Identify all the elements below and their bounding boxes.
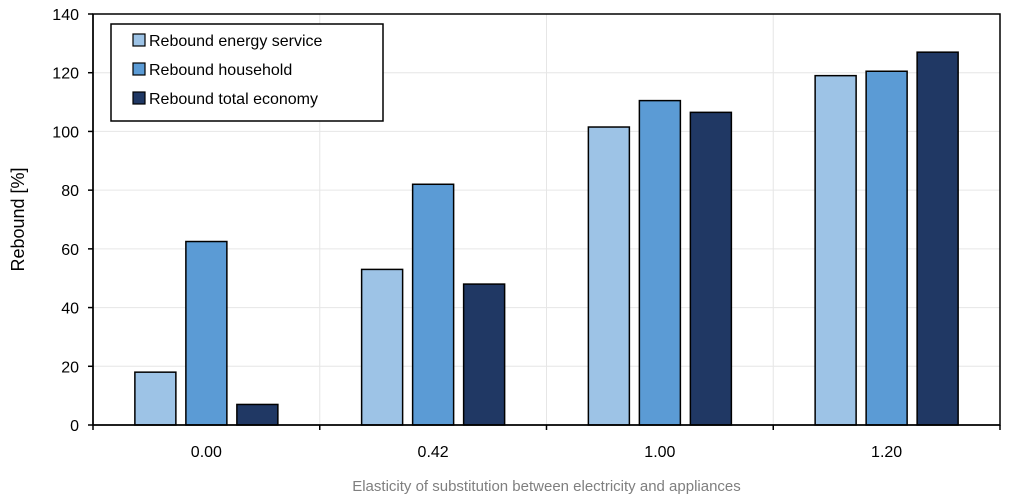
y-axis-title: Rebound [%] [8, 167, 28, 271]
y-tick-label: 100 [52, 124, 79, 141]
legend: Rebound energy service Rebound household R… [110, 23, 384, 122]
x-axis-title: Elasticity of substitution between elect… [352, 478, 741, 495]
y-tick-label: 80 [61, 183, 79, 200]
x-tick-label: 1.20 [871, 444, 902, 461]
legend-swatch-rebound-energy-service [132, 33, 146, 47]
legend-swatch-rebound-total-economy [132, 91, 146, 105]
x-tick-labels: 0.00 0.42 1.00 1.20 [92, 425, 1001, 461]
y-tick-label: 0 [70, 418, 79, 435]
y-tick-label: 20 [61, 359, 79, 376]
legend-label: Rebound total economy [149, 91, 318, 108]
legend-box [110, 23, 384, 122]
legend-label: Rebound energy service [149, 33, 323, 50]
bar-rebound-total-economy-1.20 [916, 51, 959, 426]
bar-rebound-total-economy-0.00 [236, 403, 279, 426]
bars [134, 51, 959, 426]
x-tick-label: 1.00 [644, 444, 675, 461]
bar-rebound-household-1.00 [638, 99, 682, 426]
y-tick-label: 60 [61, 242, 79, 259]
x-tick-label: 0.00 [191, 444, 222, 461]
bar-rebound-total-economy-1.00 [689, 111, 733, 426]
bar-rebound-household-0.00 [185, 240, 228, 426]
y-tick-labels: 0 20 40 60 80 100 120 140 [52, 7, 93, 435]
bar-rebound-energy-service-1.20 [814, 74, 857, 426]
bar-rebound-household-0.42 [411, 183, 455, 426]
bar-rebound-energy-service-0.00 [134, 371, 177, 426]
bar-rebound-energy-service-0.42 [360, 268, 404, 426]
y-tick-label: 120 [52, 66, 79, 83]
bar-rebound-energy-service-1.00 [587, 126, 631, 426]
x-tick-label: 0.42 [418, 444, 449, 461]
bar-rebound-household-1.20 [865, 70, 908, 426]
y-tick-label: 40 [61, 301, 79, 318]
bar-rebound-total-economy-0.42 [462, 283, 506, 426]
legend-swatch-rebound-household [132, 62, 146, 76]
legend-label: Rebound household [149, 62, 292, 79]
y-tick-label: 140 [52, 7, 79, 24]
